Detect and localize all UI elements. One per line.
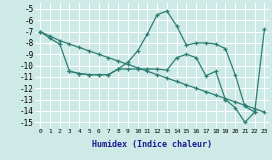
- X-axis label: Humidex (Indice chaleur): Humidex (Indice chaleur): [92, 140, 212, 149]
